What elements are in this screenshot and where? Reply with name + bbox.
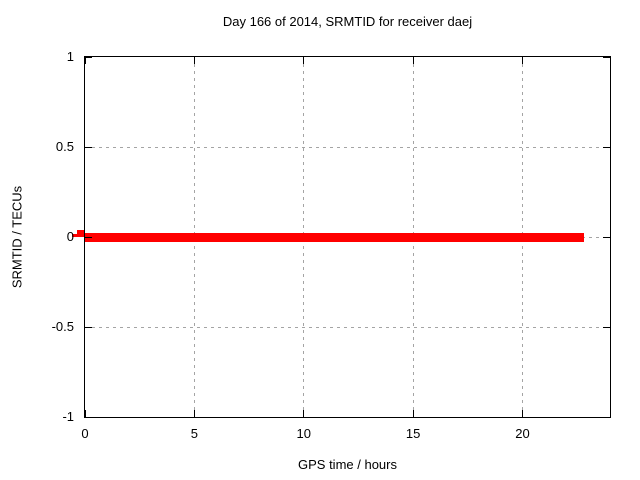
x-tick-top [303,57,305,64]
y-tick-left [85,326,92,328]
y-tick-left [85,236,92,238]
y-tick-right [603,146,610,148]
y-tick-right [603,56,610,58]
y-tick-label: -0.5 [51,319,74,334]
x-tick-label: 20 [515,426,530,441]
x-tick-label: 15 [405,426,421,441]
plot-area: 0 5 10 15 20 1 0.5 0 -0.5 -1 [52,49,611,441]
x-tick-bottom [522,410,523,417]
x-tick-label: 5 [190,426,198,441]
y-tick-right [603,236,610,238]
x-tick-label: 10 [296,426,311,441]
y-gridline [85,326,610,328]
data-line-srmtid [85,232,584,242]
x-tick-top [412,57,414,64]
y-tick-label: -1 [62,409,74,424]
y-tick-right [603,326,610,328]
x-tick-top [193,57,195,64]
y-gridline [85,146,610,148]
x-tick-bottom [412,410,414,417]
y-tick-left [85,146,92,148]
y-tick-label: 1 [66,49,74,64]
x-tick-bottom [84,410,86,417]
x-tick-top [522,57,523,64]
x-tick-top [84,57,86,64]
chart-title: Day 166 of 2014, SRMTID for receiver dae… [222,14,473,29]
y-tick-left [85,416,92,418]
edge-artifact-dash [72,234,77,237]
y-tick-label: 0 [66,229,74,244]
x-tick-label: 0 [81,426,89,441]
x-tick-bottom [303,410,305,417]
y-axis-label: SRMTID / TECUs [9,185,25,289]
edge-artifact-dash [77,230,84,237]
y-tick-label: 0.5 [55,139,74,154]
x-tick-bottom [193,410,195,417]
y-tick-left [85,56,92,58]
y-tick-right [603,416,610,418]
x-axis-label: GPS time / hours [298,457,397,472]
